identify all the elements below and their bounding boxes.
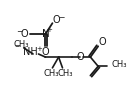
Text: CH₃: CH₃ xyxy=(111,60,127,69)
Text: O: O xyxy=(42,47,49,57)
Text: O: O xyxy=(52,15,60,25)
Text: −: − xyxy=(16,27,22,36)
Text: O: O xyxy=(21,29,28,39)
Text: N: N xyxy=(42,29,49,39)
Text: CH₃: CH₃ xyxy=(58,69,73,78)
Text: NH: NH xyxy=(23,47,38,57)
Text: +: + xyxy=(36,46,42,52)
Text: CH₃: CH₃ xyxy=(14,40,29,49)
Text: +: + xyxy=(46,27,52,33)
Text: −: − xyxy=(15,43,20,49)
Text: O: O xyxy=(77,52,84,62)
Text: CH₃: CH₃ xyxy=(43,69,59,78)
Text: O: O xyxy=(98,37,106,47)
Text: −: − xyxy=(58,13,64,22)
